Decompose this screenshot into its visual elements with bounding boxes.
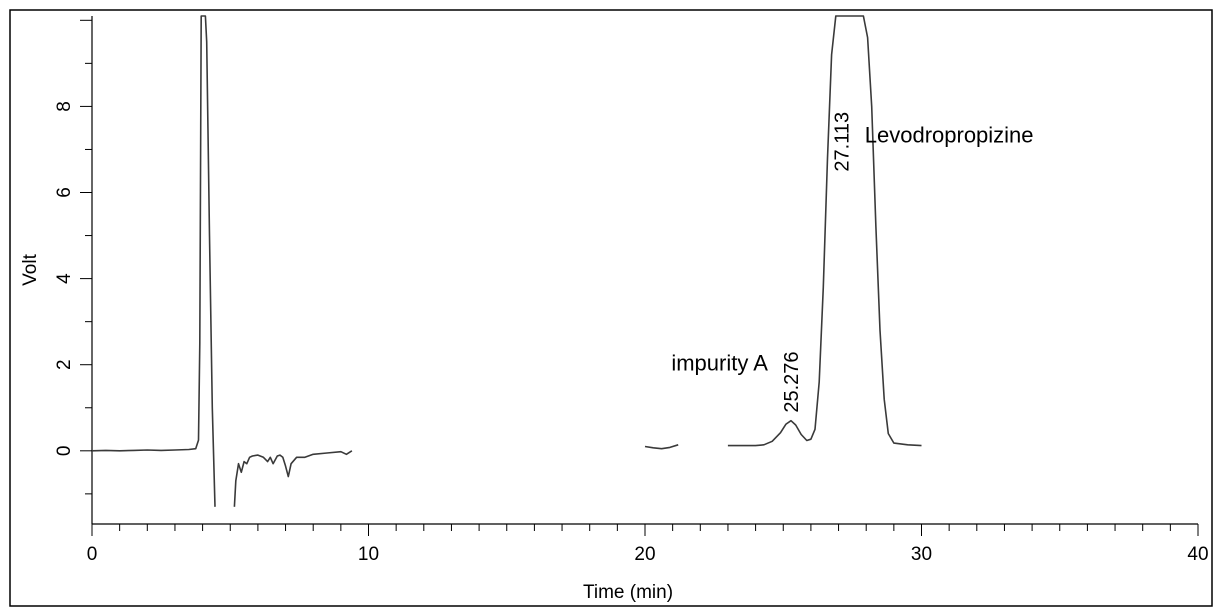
- x-tick-label: 20: [634, 544, 655, 565]
- y-axis-title: Volt: [20, 253, 41, 285]
- x-tick-label: 30: [911, 544, 932, 565]
- y-axis-ticks: 0 2 4 6 8: [54, 19, 92, 495]
- compound-annotation: Levodropropizine: [865, 122, 1034, 147]
- peak-retention-label: 25.276: [781, 352, 803, 413]
- peak-labels: 25.276 27.113: [781, 112, 854, 413]
- peak-annotations: impurity A Levodropropizine: [671, 122, 1033, 375]
- chart-frame: [9, 9, 1213, 607]
- compound-annotation: impurity A: [671, 351, 768, 376]
- y-tick-label: 2: [54, 359, 75, 370]
- y-tick-label: 0: [54, 446, 75, 457]
- chromatogram-trace: [92, 16, 1198, 507]
- y-tick-label: 8: [54, 101, 75, 112]
- x-axis-title: Time (min): [583, 582, 673, 603]
- x-axis-ticks: 0 10 20 30 40: [87, 524, 1209, 565]
- x-tick-label: 0: [87, 544, 98, 565]
- x-tick-label: 10: [358, 544, 379, 565]
- y-tick-label: 6: [54, 187, 75, 198]
- y-tick-label: 4: [54, 273, 75, 284]
- peak-retention-label: 27.113: [832, 112, 854, 172]
- x-tick-label: 40: [1187, 544, 1208, 565]
